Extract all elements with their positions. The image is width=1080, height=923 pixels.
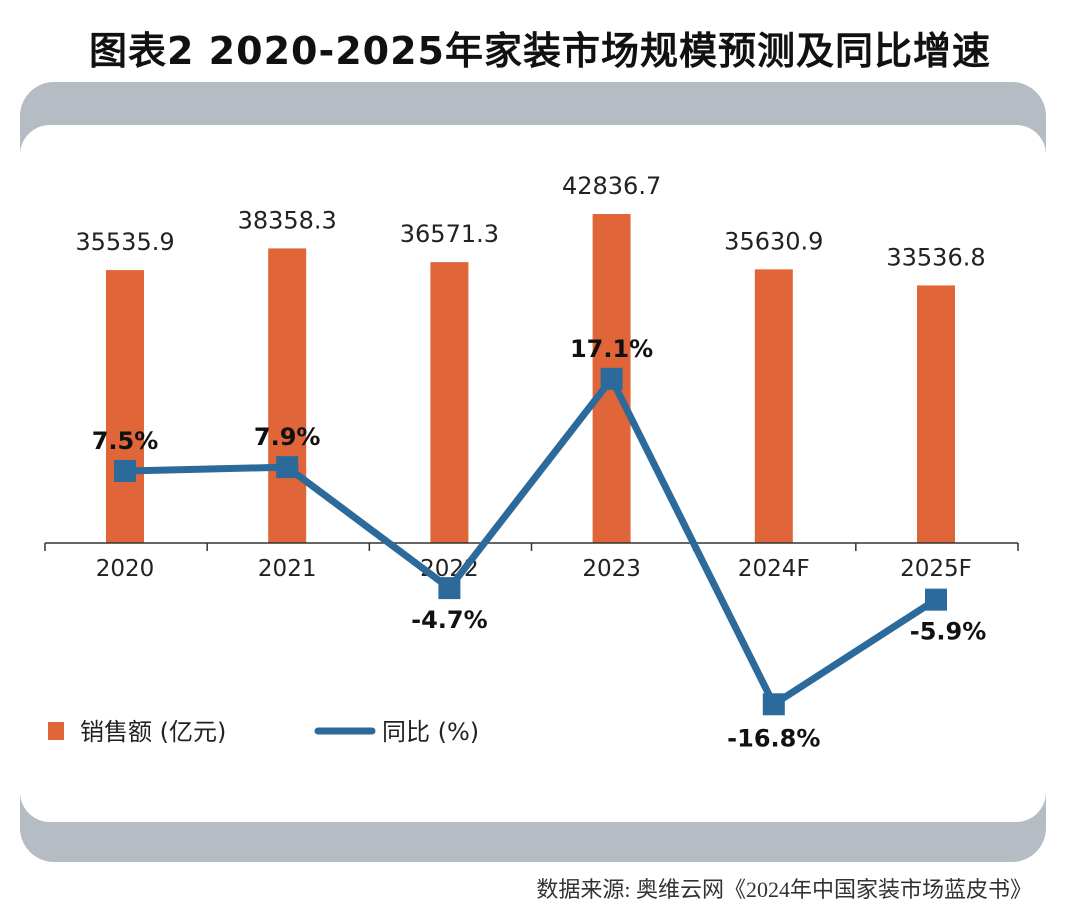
yoy-marker-2025F [925,588,947,611]
x-tick-label: 2020 [96,556,155,582]
x-tick-label: 2023 [582,556,641,582]
yoy-label: 17.1% [570,335,653,363]
bar-2024F [754,269,793,543]
legend-line-label: 同比 (%) [382,718,479,746]
yoy-marker-2023 [600,367,623,390]
chart-title: 图表2 2020-2025年家装市场规模预测及同比增速 [89,29,991,73]
legend-bar-swatch [48,722,64,740]
yoy-marker-2020 [114,460,136,482]
bar-2021 [268,248,307,543]
legend-bar-label: 销售额 (亿元) [80,718,226,746]
x-tick-label: 2025F [900,556,972,582]
bar-label: 42836.7 [562,172,661,200]
yoy-marker-2021 [276,456,299,479]
bar-label: 35630.9 [724,227,823,255]
bar-2025F [917,285,955,543]
yoy-marker-2024F [762,693,785,716]
yoy-line [124,375,938,708]
x-tick-label: 2024F [738,556,810,582]
bar-2022 [430,262,469,543]
yoy-label: -5.9% [910,618,987,646]
bar-2020 [106,270,144,543]
bar-label: 33536.8 [886,243,985,271]
bar-label: 36571.3 [400,220,499,248]
yoy-label: -4.7% [411,606,488,634]
chart-panel [20,125,1046,822]
yoy-label: 7.5% [92,427,159,455]
data-source: 数据来源: 奥维云网《2024年中国家装市场蓝皮书》 [536,877,1032,902]
bar-label: 35535.9 [75,228,174,256]
yoy-label: 7.9% [254,423,321,451]
x-tick-label: 2021 [258,556,317,582]
yoy-marker-2022 [438,577,461,600]
yoy-label: -16.8% [727,724,820,752]
bar-label: 38358.3 [238,206,337,234]
